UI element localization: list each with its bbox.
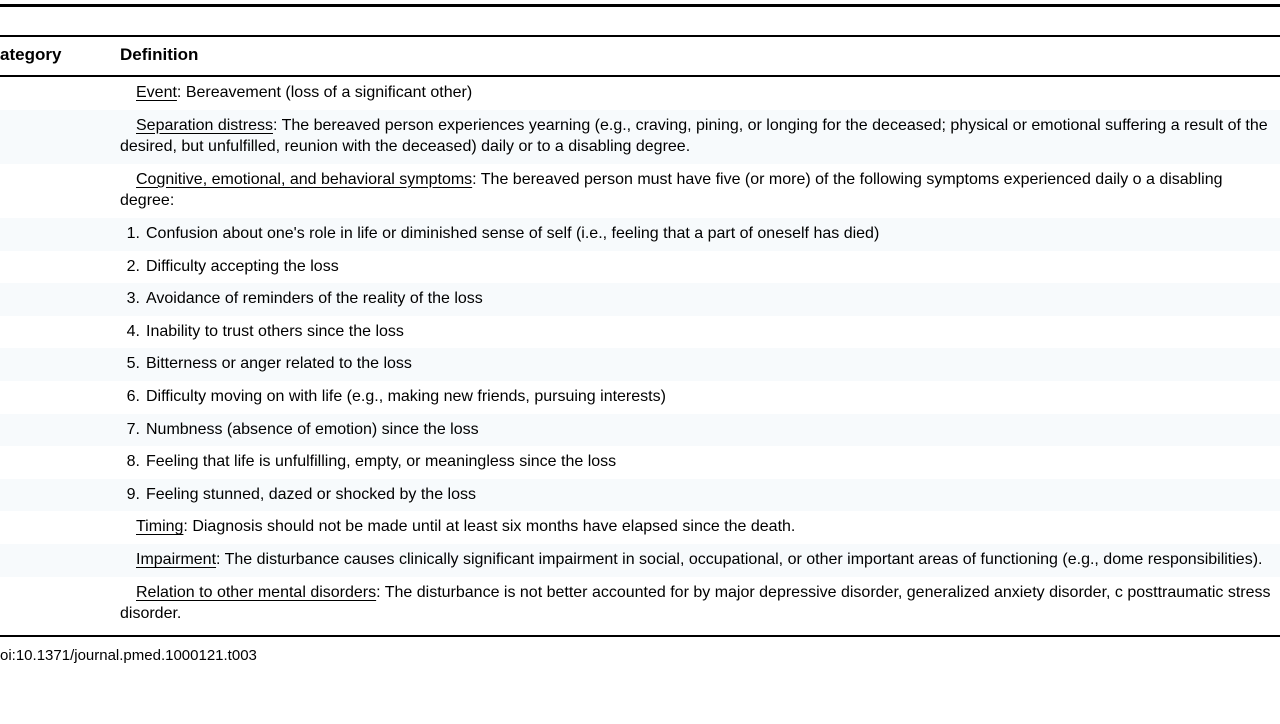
table-row: Relation to other mental disorders: The …: [0, 577, 1280, 631]
table-row: Timing: Diagnosis should not be made unt…: [0, 511, 1280, 544]
category-cell: [0, 115, 120, 158]
table-row: 5. Bitterness or anger related to the los…: [0, 348, 1280, 381]
table-row: 7. Numbness (absence of emotion) since th…: [0, 414, 1280, 447]
definition-cell: Timing: Diagnosis should not be made unt…: [120, 516, 1280, 538]
row-number: 9.: [120, 484, 140, 506]
table-row: 8. Feeling that life is unfulfilling, emp…: [0, 446, 1280, 479]
row-lead: Event: [136, 84, 177, 101]
table-header: ategory Definition: [0, 35, 1280, 77]
definition-cell: Separation distress: The bereaved person…: [120, 115, 1280, 158]
category-cell: [0, 549, 120, 571]
table-body: Event: Bereavement (loss of a significan…: [0, 77, 1280, 631]
category-cell: [0, 582, 120, 625]
definition-cell: 6. Difficulty moving on with life (e.g., …: [120, 386, 1280, 408]
row-lead: Relation to other mental disorders: [136, 584, 376, 601]
row-text: Feeling stunned, dazed or shocked by the…: [146, 486, 476, 503]
row-text: : The bereaved person experiences yearni…: [120, 117, 1268, 156]
doi-text: oi:10.1371/journal.pmed.1000121.t003: [0, 637, 1280, 664]
table-row: 9. Feeling stunned, dazed or shocked by t…: [0, 479, 1280, 512]
row-text: Feeling that life is unfulfilling, empty…: [146, 453, 616, 470]
table-row: 6. Difficulty moving on with life (e.g., …: [0, 381, 1280, 414]
table-row: 3. Avoidance of reminders of the reality …: [0, 283, 1280, 316]
table-row: Impairment: The disturbance causes clini…: [0, 544, 1280, 577]
category-cell: [0, 484, 120, 506]
definition-cell: Event: Bereavement (loss of a significan…: [120, 82, 1280, 104]
row-lead: Cognitive, emotional, and behavioral sym…: [136, 171, 472, 188]
table-row: Event: Bereavement (loss of a significan…: [0, 77, 1280, 110]
definition-cell: Impairment: The disturbance causes clini…: [120, 549, 1280, 571]
category-cell: [0, 223, 120, 245]
table-row: Separation distress: The bereaved person…: [0, 110, 1280, 164]
row-number: 6.: [120, 386, 140, 408]
row-text: Difficulty moving on with life (e.g., ma…: [146, 388, 666, 405]
definition-cell: 1. Confusion about one's role in life or …: [120, 223, 1280, 245]
category-cell: [0, 353, 120, 375]
row-text: : The disturbance causes clinically sign…: [216, 551, 1262, 568]
row-lead: Timing: [136, 518, 183, 535]
header-definition: Definition: [120, 45, 1280, 65]
category-cell: [0, 321, 120, 343]
definition-cell: 3. Avoidance of reminders of the reality …: [120, 288, 1280, 310]
row-text: Bitterness or anger related to the loss: [146, 355, 412, 372]
header-category: ategory: [0, 45, 120, 65]
category-cell: [0, 256, 120, 278]
row-number: 2.: [120, 256, 140, 278]
row-text: : Bereavement (loss of a significant oth…: [177, 84, 472, 101]
row-number: 8.: [120, 451, 140, 473]
row-number: 4.: [120, 321, 140, 343]
category-cell: [0, 169, 120, 212]
category-cell: [0, 386, 120, 408]
row-lead: Separation distress: [136, 117, 273, 134]
category-cell: [0, 288, 120, 310]
definition-cell: 8. Feeling that life is unfulfilling, emp…: [120, 451, 1280, 473]
table-row: 1. Confusion about one's role in life or …: [0, 218, 1280, 251]
row-number: 7.: [120, 419, 140, 441]
definition-cell: Relation to other mental disorders: The …: [120, 582, 1280, 625]
row-text: : Diagnosis should not be made until at …: [183, 518, 795, 535]
category-cell: [0, 516, 120, 538]
definition-cell: 2. Difficulty accepting the loss: [120, 256, 1280, 278]
page: ategory Definition Event: Bereavement (l…: [0, 4, 1280, 724]
definition-cell: 5. Bitterness or anger related to the los…: [120, 353, 1280, 375]
row-text: Inability to trust others since the loss: [146, 323, 404, 340]
definition-cell: 9. Feeling stunned, dazed or shocked by t…: [120, 484, 1280, 506]
row-text: Avoidance of reminders of the reality of…: [146, 290, 483, 307]
top-rule: [0, 4, 1280, 7]
row-lead: Impairment: [136, 551, 216, 568]
definition-cell: Cognitive, emotional, and behavioral sym…: [120, 169, 1280, 212]
row-number: 5.: [120, 353, 140, 375]
row-text: Difficulty accepting the loss: [146, 258, 339, 275]
definition-cell: 7. Numbness (absence of emotion) since th…: [120, 419, 1280, 441]
table-row: 2. Difficulty accepting the loss: [0, 251, 1280, 284]
category-cell: [0, 451, 120, 473]
table-row: Cognitive, emotional, and behavioral sym…: [0, 164, 1280, 218]
table-row: 4. Inability to trust others since the lo…: [0, 316, 1280, 349]
row-text: Numbness (absence of emotion) since the …: [146, 421, 479, 438]
category-cell: [0, 419, 120, 441]
row-text: Confusion about one's role in life or di…: [146, 225, 879, 242]
row-number: 3.: [120, 288, 140, 310]
row-number: 1.: [120, 223, 140, 245]
category-cell: [0, 82, 120, 104]
definition-cell: 4. Inability to trust others since the lo…: [120, 321, 1280, 343]
